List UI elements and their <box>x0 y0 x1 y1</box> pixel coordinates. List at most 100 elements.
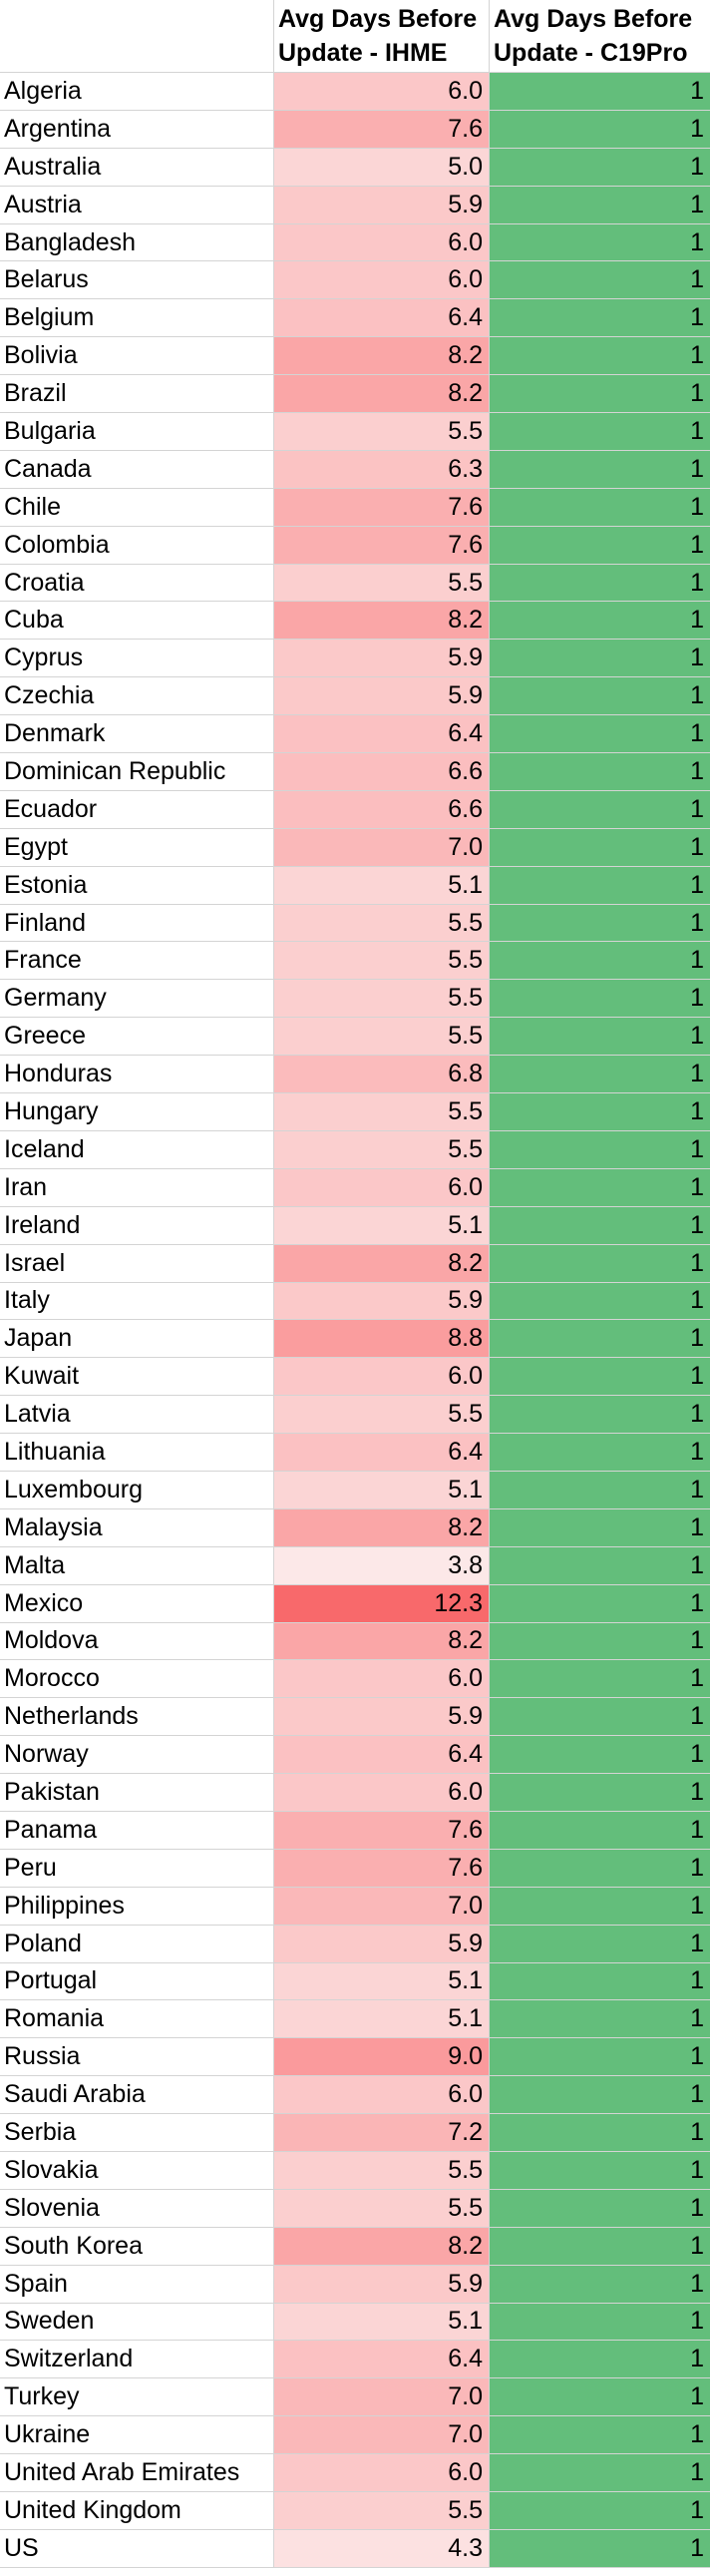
ihme-cell[interactable]: 5.5 <box>274 2151 490 2189</box>
c19pro-cell[interactable]: 1 <box>490 677 710 715</box>
c19pro-cell[interactable]: 1 <box>490 337 710 375</box>
c19pro-cell[interactable]: 1 <box>490 1811 710 1849</box>
ihme-cell[interactable]: 6.0 <box>274 223 490 261</box>
country-cell[interactable]: Portugal <box>0 1962 274 2000</box>
c19pro-cell[interactable]: 1 <box>490 1925 710 1962</box>
c19pro-cell[interactable]: 1 <box>490 1244 710 1282</box>
country-cell[interactable]: Australia <box>0 148 274 186</box>
ihme-cell[interactable]: 7.0 <box>274 2378 490 2416</box>
ihme-cell[interactable]: 7.6 <box>274 110 490 148</box>
c19pro-cell[interactable]: 1 <box>490 450 710 488</box>
ihme-cell[interactable]: 6.6 <box>274 753 490 790</box>
ihme-cell[interactable]: 6.0 <box>274 1358 490 1396</box>
country-cell[interactable]: Switzerland <box>0 2341 274 2378</box>
ihme-cell[interactable]: 5.5 <box>274 1093 490 1130</box>
ihme-cell[interactable]: 5.9 <box>274 1925 490 1962</box>
c19pro-cell[interactable]: 1 <box>490 1660 710 1698</box>
country-cell[interactable]: Lithuania <box>0 1434 274 1471</box>
country-cell[interactable]: Pakistan <box>0 1774 274 1811</box>
ihme-cell[interactable]: 5.9 <box>274 1282 490 1320</box>
ihme-cell[interactable]: 5.9 <box>274 1698 490 1736</box>
country-cell[interactable]: Belgium <box>0 299 274 337</box>
country-cell[interactable]: Russia <box>0 2038 274 2076</box>
c19pro-cell[interactable]: 1 <box>490 2454 710 2491</box>
country-cell[interactable]: Philippines <box>0 1887 274 1925</box>
ihme-cell[interactable]: 6.8 <box>274 1056 490 1093</box>
c19pro-cell[interactable]: 1 <box>490 1698 710 1736</box>
c19pro-cell[interactable]: 1 <box>490 2076 710 2114</box>
country-cell[interactable]: Hungary <box>0 1093 274 1130</box>
c19pro-cell[interactable]: 1 <box>490 1471 710 1508</box>
ihme-cell[interactable]: 6.0 <box>274 2454 490 2491</box>
c19pro-cell[interactable]: 1 <box>490 1018 710 1056</box>
country-cell[interactable]: United Kingdom <box>0 2492 274 2529</box>
country-cell[interactable]: Bolivia <box>0 337 274 375</box>
country-cell[interactable]: Peru <box>0 1849 274 1887</box>
ihme-cell[interactable]: 8.2 <box>274 602 490 640</box>
ihme-cell[interactable]: 5.5 <box>274 942 490 980</box>
country-cell[interactable]: Mexico <box>0 1584 274 1622</box>
country-cell[interactable]: Croatia <box>0 564 274 602</box>
country-cell[interactable]: Colombia <box>0 526 274 564</box>
c19pro-cell[interactable]: 1 <box>490 1584 710 1622</box>
ihme-cell[interactable]: 3.8 <box>274 1546 490 1584</box>
country-cell[interactable]: Finland <box>0 904 274 942</box>
c19pro-cell[interactable]: 1 <box>490 375 710 413</box>
country-cell[interactable]: Luxembourg <box>0 1471 274 1508</box>
ihme-cell[interactable]: 6.4 <box>274 715 490 753</box>
ihme-cell[interactable]: 8.8 <box>274 1320 490 1358</box>
country-cell[interactable]: Slovakia <box>0 2151 274 2189</box>
c19pro-cell[interactable]: 1 <box>490 564 710 602</box>
ihme-cell[interactable]: 6.0 <box>274 73 490 110</box>
c19pro-cell[interactable]: 1 <box>490 2000 710 2038</box>
c19pro-cell[interactable]: 1 <box>490 602 710 640</box>
country-cell[interactable]: Israel <box>0 1244 274 1282</box>
ihme-cell[interactable]: 5.9 <box>274 186 490 223</box>
ihme-cell[interactable]: 5.5 <box>274 564 490 602</box>
ihme-cell[interactable]: 8.2 <box>274 1508 490 1546</box>
ihme-cell[interactable]: 8.2 <box>274 337 490 375</box>
ihme-cell[interactable]: 7.0 <box>274 2416 490 2454</box>
c19pro-cell[interactable]: 1 <box>490 2114 710 2151</box>
country-cell[interactable]: Iceland <box>0 1130 274 1168</box>
country-cell[interactable]: Saudi Arabia <box>0 2076 274 2114</box>
header-ihme[interactable]: Avg Days Before Update - IHME <box>274 0 490 72</box>
country-cell[interactable]: Poland <box>0 1925 274 1962</box>
country-cell[interactable]: Ecuador <box>0 790 274 828</box>
country-cell[interactable]: Chile <box>0 488 274 526</box>
c19pro-cell[interactable]: 1 <box>490 526 710 564</box>
country-cell[interactable]: Ukraine <box>0 2416 274 2454</box>
c19pro-cell[interactable]: 1 <box>490 715 710 753</box>
c19pro-cell[interactable]: 1 <box>490 2492 710 2529</box>
ihme-cell[interactable]: 5.5 <box>274 413 490 450</box>
ihme-cell[interactable]: 5.1 <box>274 2000 490 2038</box>
ihme-cell[interactable]: 7.2 <box>274 2114 490 2151</box>
c19pro-cell[interactable]: 1 <box>490 1736 710 1774</box>
ihme-cell[interactable]: 6.4 <box>274 1434 490 1471</box>
c19pro-cell[interactable]: 1 <box>490 2303 710 2341</box>
c19pro-cell[interactable]: 1 <box>490 866 710 904</box>
ihme-cell[interactable]: 6.0 <box>274 1168 490 1206</box>
country-cell[interactable]: Honduras <box>0 1056 274 1093</box>
ihme-cell[interactable]: 5.5 <box>274 1130 490 1168</box>
ihme-cell[interactable]: 12.3 <box>274 1584 490 1622</box>
country-cell[interactable]: Malta <box>0 1546 274 1584</box>
ihme-cell[interactable]: 7.6 <box>274 526 490 564</box>
country-cell[interactable]: Romania <box>0 2000 274 2038</box>
country-cell[interactable]: Bangladesh <box>0 223 274 261</box>
country-cell[interactable]: Canada <box>0 450 274 488</box>
ihme-cell[interactable]: 7.6 <box>274 488 490 526</box>
c19pro-cell[interactable]: 1 <box>490 1130 710 1168</box>
ihme-cell[interactable]: 5.9 <box>274 677 490 715</box>
country-cell[interactable]: Norway <box>0 1736 274 1774</box>
ihme-cell[interactable]: 5.5 <box>274 1396 490 1434</box>
ihme-cell[interactable]: 8.2 <box>274 1622 490 1660</box>
ihme-cell[interactable]: 6.4 <box>274 1736 490 1774</box>
ihme-cell[interactable]: 5.0 <box>274 148 490 186</box>
c19pro-cell[interactable]: 1 <box>490 942 710 980</box>
ihme-cell[interactable]: 7.6 <box>274 1849 490 1887</box>
country-cell[interactable]: Cyprus <box>0 640 274 677</box>
c19pro-cell[interactable]: 1 <box>490 1887 710 1925</box>
ihme-cell[interactable]: 8.2 <box>274 2227 490 2265</box>
country-cell[interactable]: US <box>0 2529 274 2567</box>
